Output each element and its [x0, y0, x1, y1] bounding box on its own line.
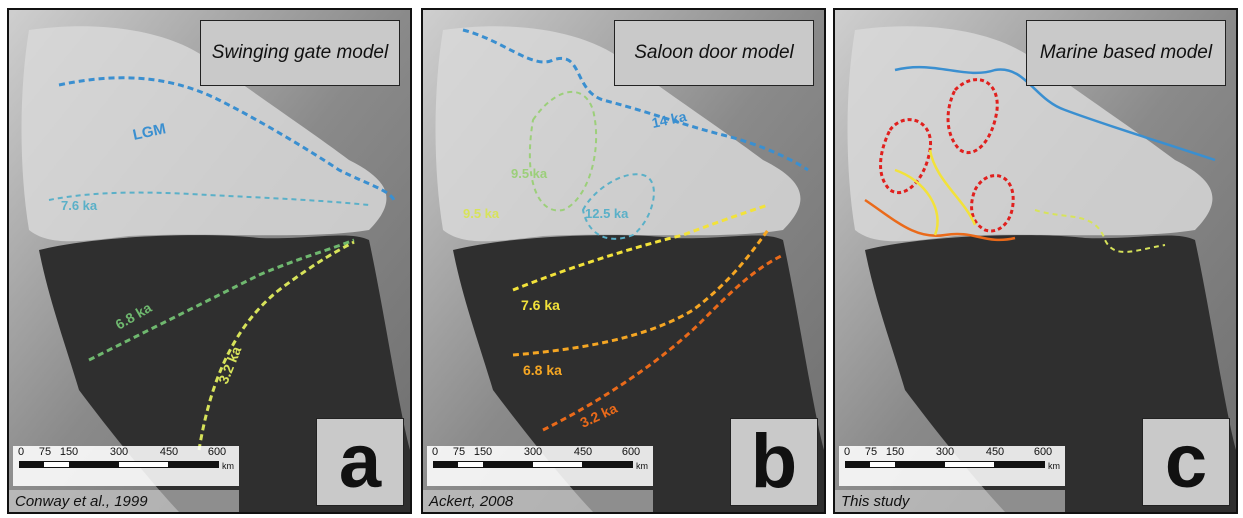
label-9-5-upper: 9.5 ka [511, 166, 548, 181]
line-7-6 [512, 203, 769, 292]
citation-background [423, 490, 653, 512]
scale-unit: km [636, 461, 648, 471]
panel-title: Swinging gate model [200, 20, 400, 86]
line-6-8 [512, 229, 770, 357]
scale-tick: 75 [38, 446, 52, 458]
map-b: 14 ka 9.5 ka 9.5 ka 12.5 ka 7.6 ka 6.8 k… [423, 10, 824, 512]
panel-b: 14 ka 9.5 ka 9.5 ka 12.5 ka 7.6 ka 6.8 k… [421, 8, 826, 514]
line-9-5 [528, 90, 598, 212]
panel-a: LGM 7.6 ka 6.8 ka 3.2 ka Swinging gate m… [7, 8, 412, 514]
red-zone-2 [946, 78, 999, 154]
line-14 [462, 28, 809, 172]
panel-c: Marine based model c 0 75 150 300 450 60… [833, 8, 1238, 514]
scale-unit: km [222, 461, 234, 471]
scale-tick: 600 [621, 446, 641, 458]
label-lgm: LGM [131, 120, 167, 144]
panel-title: Marine based model [1026, 20, 1226, 86]
scale-tick: 0 [431, 446, 439, 458]
scale-bar: 0 75 150 300 450 600 km [843, 446, 1060, 482]
label-7-6: 7.6 ka [521, 297, 560, 313]
scale-tick: 0 [843, 446, 851, 458]
scale-tick: 450 [573, 446, 593, 458]
grounding-line-blue [894, 65, 1216, 162]
ice-sheet [435, 26, 801, 242]
yellow-lines [894, 149, 977, 236]
scale-tick: 75 [452, 446, 466, 458]
scale-ticks: 0 75 150 300 450 600 [843, 446, 1057, 460]
scale-tick: 600 [1033, 446, 1053, 458]
citation-background [9, 490, 239, 512]
line-6-8 [88, 238, 355, 362]
orange-lines [864, 198, 1016, 242]
scale-ticks: 0 75 150 300 450 600 [17, 446, 231, 460]
line-7-6 [48, 191, 370, 206]
scale-strip [19, 461, 219, 468]
scale-tick: 300 [935, 446, 955, 458]
scale-tick: 300 [109, 446, 129, 458]
panel-title: Saloon door model [614, 20, 814, 86]
label-14: 14 ka [650, 108, 688, 131]
scale-tick: 75 [864, 446, 878, 458]
scale-tick: 0 [17, 446, 25, 458]
green-dashed [1034, 209, 1166, 253]
label-6-8: 6.8 ka [523, 362, 562, 378]
scale-tick: 150 [473, 446, 493, 458]
scale-strip [433, 461, 633, 468]
panel-letter: a [316, 418, 404, 506]
scale-tick: 450 [159, 446, 179, 458]
label-12-5: 12.5 ka [585, 206, 629, 221]
scale-unit: km [1048, 461, 1060, 471]
lgm-line [58, 76, 396, 201]
citation: Ackert, 2008 [429, 493, 514, 510]
scale-tick: 600 [207, 446, 227, 458]
label-9-5-lower: 9.5 ka [463, 206, 500, 221]
line-12-5 [581, 173, 655, 240]
line-3-2 [542, 253, 784, 432]
ice-sheet [847, 26, 1213, 242]
scale-tick: 150 [59, 446, 79, 458]
red-zone-3 [970, 174, 1015, 233]
scale-bar: 0 75 150 300 450 600 km [17, 446, 234, 482]
scale-ticks: 0 75 150 300 450 600 [431, 446, 645, 460]
panel-letter: b [730, 418, 818, 506]
panel-letter: c [1142, 418, 1230, 506]
citation: This study [841, 493, 910, 510]
scale-tick: 300 [523, 446, 543, 458]
citation: Conway et al., 1999 [15, 493, 148, 510]
scale-tick: 450 [985, 446, 1005, 458]
scale-tick: 150 [885, 446, 905, 458]
scale-strip [845, 461, 1045, 468]
ice-sheet [21, 26, 387, 242]
scale-bar: 0 75 150 300 450 600 km [431, 446, 648, 482]
citation-background [835, 490, 1065, 512]
label-7-6: 7.6 ka [61, 198, 98, 213]
line-3-2 [197, 240, 355, 451]
